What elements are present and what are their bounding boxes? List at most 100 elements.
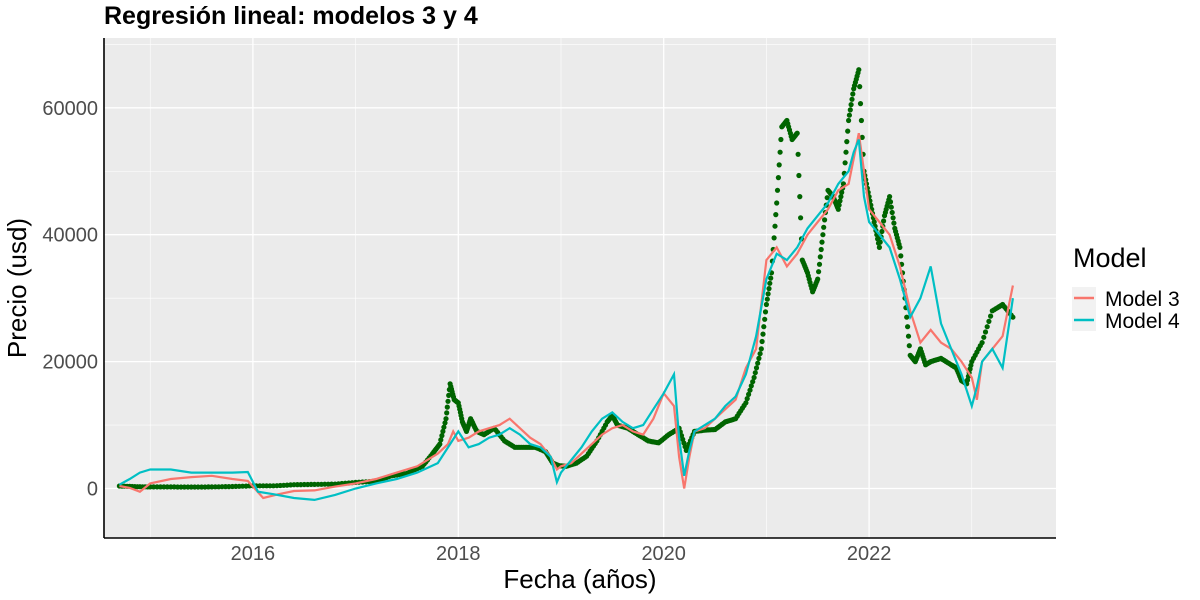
actual-price-point [752, 370, 758, 376]
legend: Model Model 3 Model 4 [1072, 243, 1180, 333]
actual-price-point [761, 324, 767, 330]
x-axis-title: Fecha (años) [503, 564, 656, 594]
actual-price-point [979, 340, 985, 346]
actual-price-point [988, 313, 994, 319]
actual-price-point [444, 410, 450, 416]
actual-price-point [767, 280, 773, 286]
y-axis-title: Precio (usd) [2, 218, 32, 358]
actual-price-point [821, 224, 827, 230]
actual-price-point [776, 162, 782, 168]
actual-price-point [778, 136, 784, 143]
actual-price-point [982, 329, 989, 335]
actual-price-point [758, 346, 764, 352]
actual-price-point [857, 101, 864, 107]
actual-price-point [850, 91, 856, 97]
x-tick-label: 2020 [641, 543, 686, 565]
actual-price-point [772, 223, 778, 229]
actual-price-point [765, 291, 771, 297]
actual-price-point [442, 420, 448, 426]
x-tick-label: 2016 [231, 543, 276, 565]
actual-price-point [897, 244, 903, 250]
actual-price-point [981, 334, 987, 340]
actual-price-point [750, 379, 756, 385]
y-tick-label: 20000 [42, 352, 98, 374]
actual-price-point [755, 360, 761, 366]
series-line-model-4 [118, 139, 1014, 502]
actual-price-point [774, 200, 780, 206]
series-line-model-3 [119, 132, 1014, 500]
legend-title: Model [1073, 243, 1147, 273]
actual-price-point [796, 172, 802, 179]
actual-price-point [766, 286, 772, 292]
actual-price-point [848, 102, 854, 108]
actual-price-point [904, 314, 910, 320]
actual-price-point [817, 254, 823, 260]
actual-price-point [440, 428, 446, 434]
actual-price-point [849, 96, 855, 102]
actual-price-point [877, 239, 883, 245]
actual-price-point [846, 112, 853, 118]
actual-price-point [445, 398, 451, 404]
actual-price-point [751, 374, 757, 381]
x-tick-label: 2022 [847, 543, 892, 565]
actual-price-point [891, 220, 897, 226]
actual-price-point [818, 246, 824, 253]
actual-price-point [843, 149, 849, 155]
actual-price-point [757, 351, 763, 357]
actual-price-point [794, 130, 800, 136]
actual-price-point [756, 355, 762, 361]
legend-label-model-3: Model 3 [1105, 288, 1180, 311]
grid-minor [104, 38, 1056, 538]
actual-price-point [441, 424, 447, 430]
actual-price-point [819, 239, 825, 245]
actual-price-point [753, 365, 760, 371]
actual-price-point [777, 149, 783, 155]
actual-price-point [798, 215, 804, 221]
actual-price-point [822, 217, 828, 223]
actual-price-point [856, 67, 862, 73]
y-axis-ticks: 0 20000 40000 60000 [42, 98, 98, 501]
actual-price-point [889, 209, 895, 216]
y-tick-label: 60000 [42, 98, 98, 120]
actual-price-point [816, 269, 822, 275]
actual-price-point [905, 333, 912, 339]
actual-price-point [773, 212, 779, 218]
actual-price-point [797, 194, 803, 200]
actual-price-point [984, 324, 990, 330]
actual-price-point [838, 194, 844, 200]
actual-price-point [763, 301, 770, 308]
actual-price-point [844, 139, 850, 145]
actual-price-point [847, 107, 853, 113]
actual-price-point [1010, 314, 1016, 320]
actual-price-point [905, 324, 911, 330]
actual-price-point [835, 206, 841, 212]
legend-label-model-4: Model 4 [1105, 310, 1180, 333]
actual-price-point [444, 404, 450, 410]
actual-price-point [879, 228, 885, 235]
actual-price-point [846, 117, 852, 124]
actual-price-point [842, 160, 848, 166]
actual-price-point [986, 318, 992, 324]
actual-price-point [871, 219, 877, 225]
actual-price-point [887, 194, 893, 200]
actual-price-point [859, 134, 865, 140]
actual-price-point [857, 84, 863, 90]
x-axis-ticks: 2016 2018 2020 2022 [231, 543, 892, 565]
x-tick-label: 2018 [436, 543, 481, 565]
actual-price-point [820, 232, 826, 238]
actual-price-point [762, 316, 768, 322]
actual-price-point [443, 416, 449, 422]
actual-price-point [836, 202, 842, 208]
actual-price-point [858, 117, 865, 124]
actual-price-point [906, 343, 912, 349]
y-tick-label: 40000 [42, 225, 98, 247]
actual-price-point [774, 187, 781, 193]
actual-price-point [437, 441, 443, 447]
actual-price-point [760, 331, 766, 337]
actual-price-point [747, 387, 753, 393]
actual-price-point [775, 175, 782, 181]
actual-price-point [759, 338, 765, 345]
actual-price-point [837, 198, 843, 204]
actual-price-point [768, 275, 774, 281]
